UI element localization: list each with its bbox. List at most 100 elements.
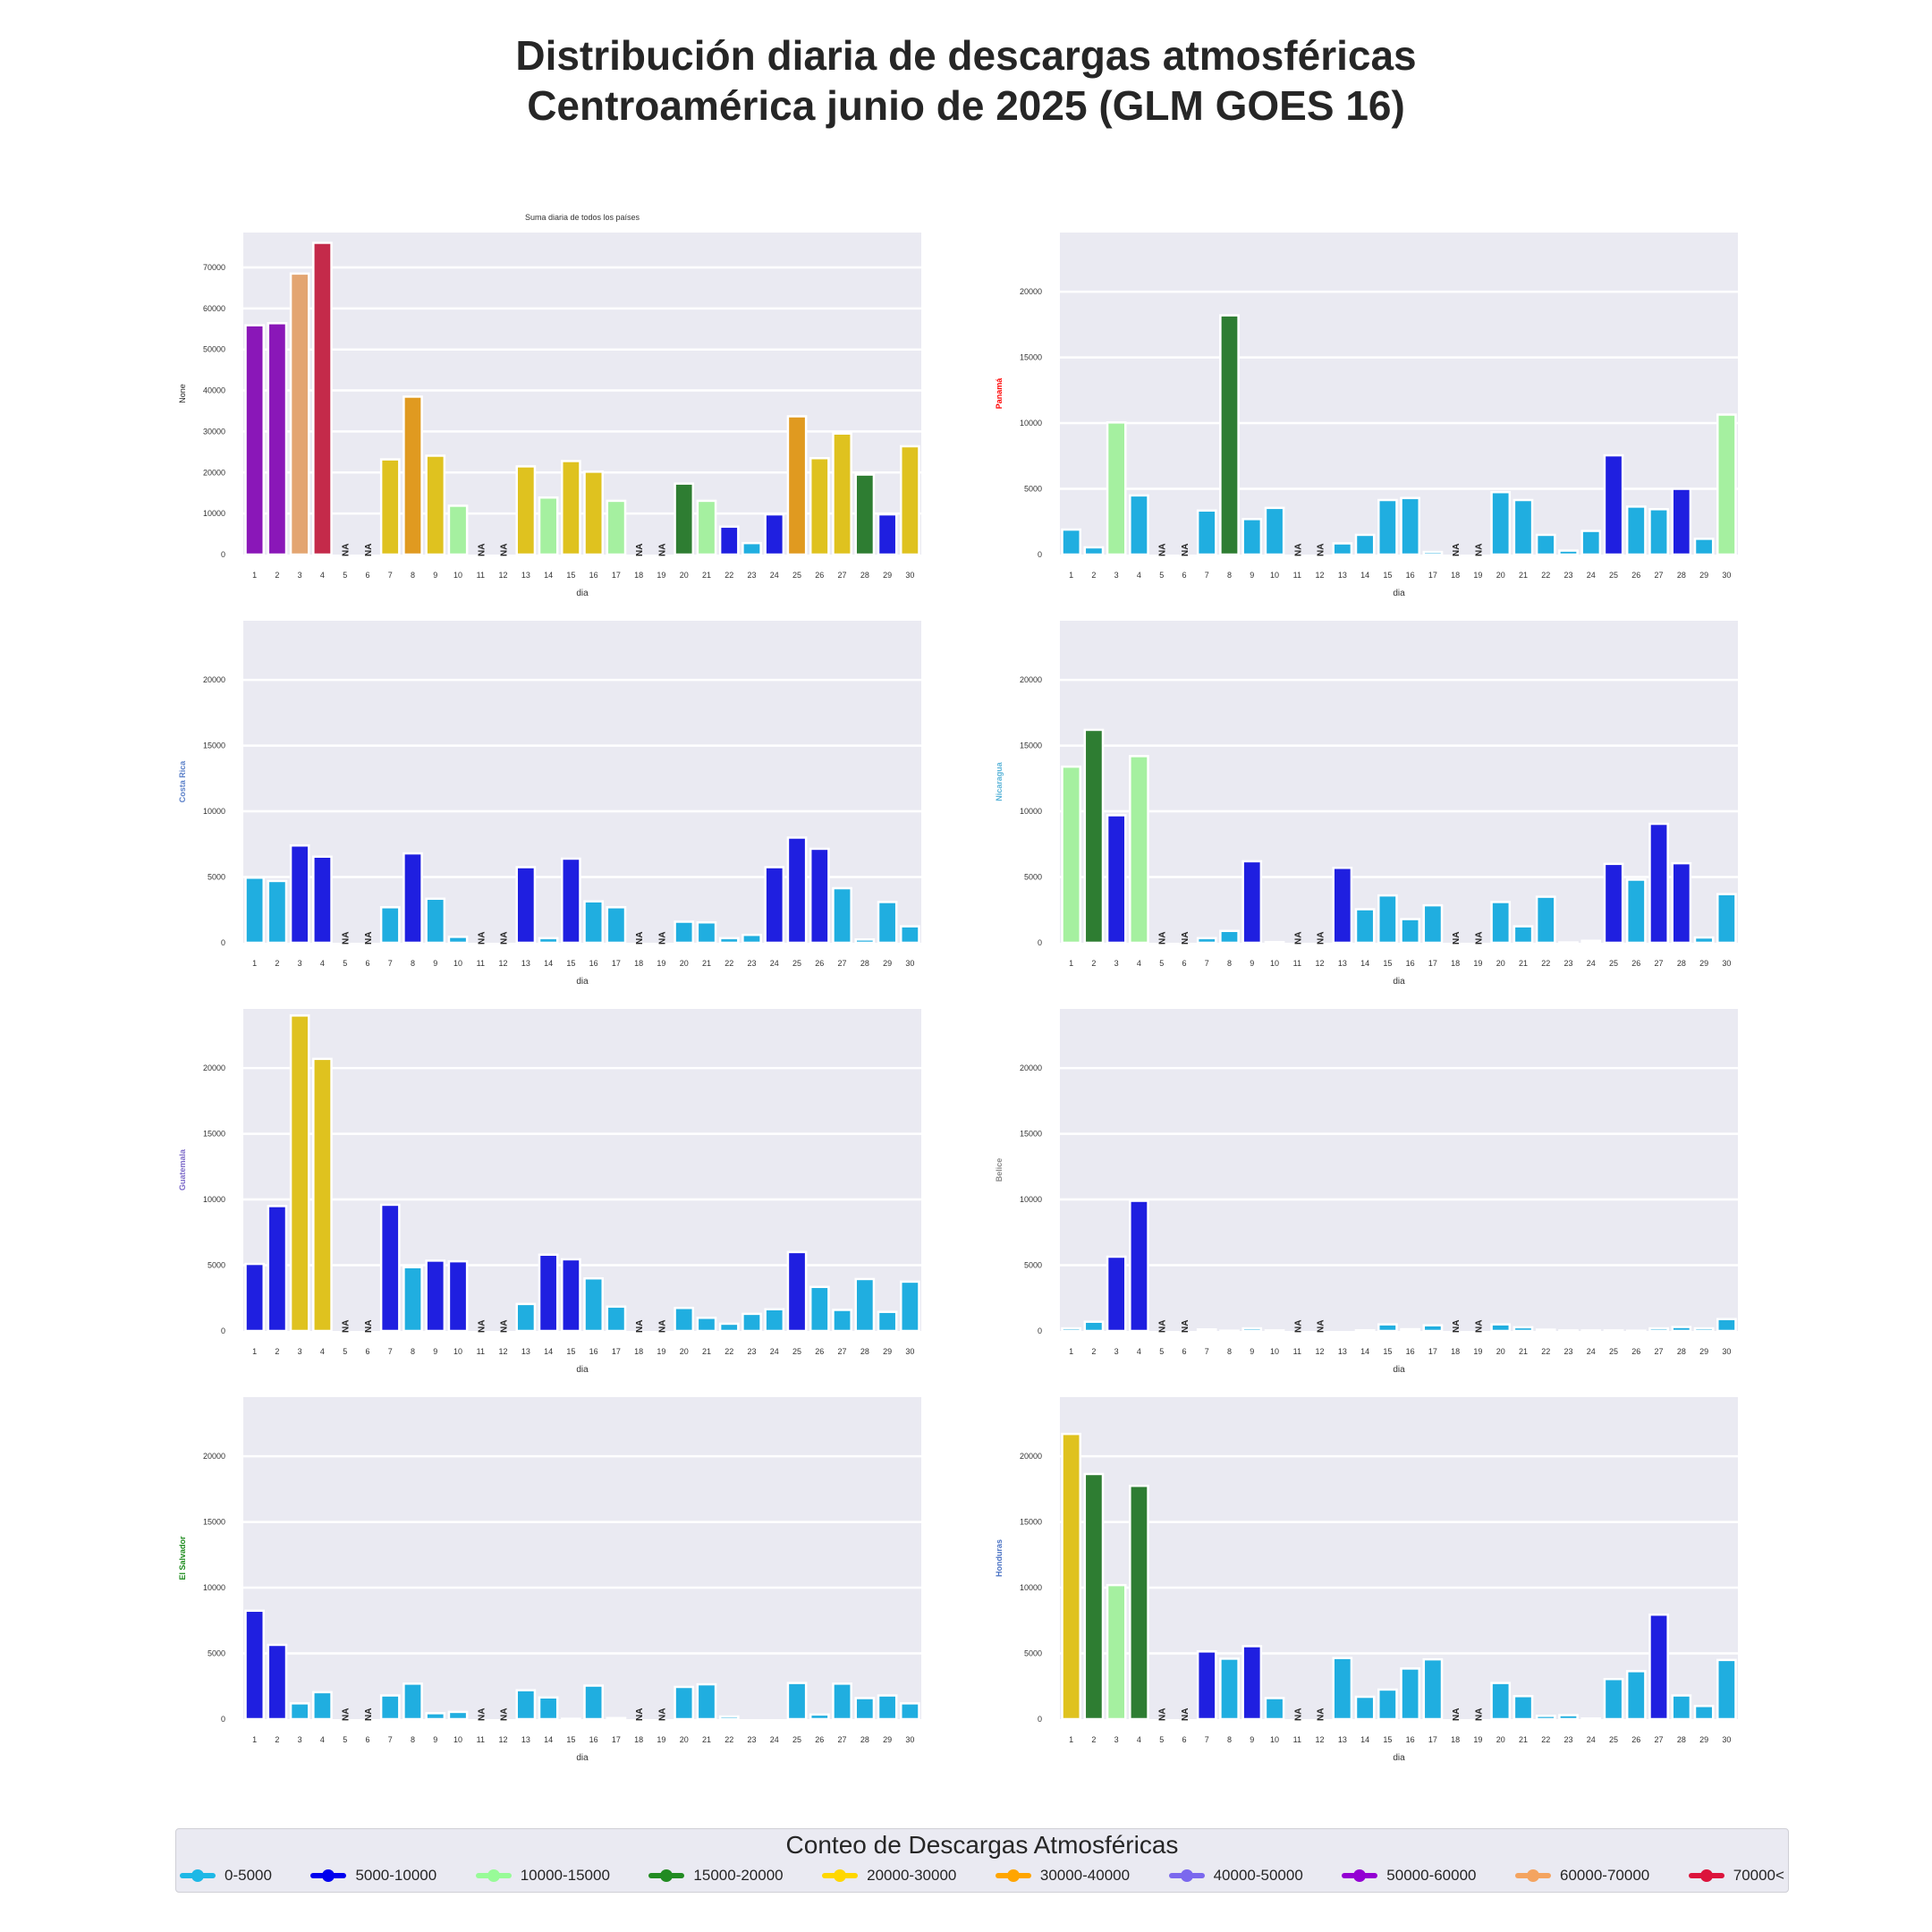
x-tick-label: 6 (365, 571, 369, 580)
bar (786, 415, 808, 556)
bar (402, 852, 423, 945)
x-tick-label: 4 (1137, 959, 1141, 968)
legend-label: 30000-40000 (1039, 1867, 1131, 1884)
x-tick-label: 5 (1159, 571, 1164, 580)
x-tick-label: 28 (860, 1347, 869, 1356)
x-tick-label: 19 (1473, 571, 1482, 580)
bar (538, 496, 559, 556)
bar (1061, 528, 1081, 556)
x-axis-label: dia (1393, 589, 1405, 598)
x-tick-label: 26 (1631, 959, 1640, 968)
bar (1693, 538, 1715, 556)
x-tick-label: 25 (1609, 1347, 1618, 1356)
na-label: NA (635, 544, 645, 556)
plot-area (243, 1397, 921, 1719)
x-tick-label: 15 (1383, 1347, 1392, 1356)
na-label: NA (342, 1320, 352, 1333)
x-tick-label: 11 (1293, 571, 1301, 580)
bar (764, 866, 785, 945)
na-label: NA (364, 544, 374, 556)
bar (1377, 498, 1398, 556)
na-label: NA (500, 932, 510, 945)
bar (1558, 1714, 1579, 1721)
x-tick-label: 12 (499, 571, 508, 580)
x-tick-label: 3 (298, 959, 302, 968)
bar (1513, 925, 1534, 945)
x-tick-label: 13 (521, 959, 530, 968)
legend-label: 40000-50000 (1213, 1867, 1303, 1884)
x-tick-label: 16 (589, 1735, 598, 1744)
y-tick-label: 60000 (203, 304, 225, 313)
bar (809, 456, 830, 556)
x-tick-label: 4 (1137, 1735, 1141, 1744)
x-tick-label: 13 (521, 1347, 530, 1356)
bar (1490, 1682, 1512, 1721)
legend-label: 60000-70000 (1560, 1867, 1650, 1884)
x-tick-label: 13 (1338, 1735, 1347, 1744)
x-tick-label: 23 (1563, 959, 1572, 968)
na-label: NA (1317, 1708, 1326, 1721)
x-tick-label: 30 (905, 959, 914, 968)
x-tick-label: 24 (1587, 571, 1596, 580)
y-tick-label: 20000 (203, 675, 225, 684)
x-tick-label: 18 (1451, 1735, 1460, 1744)
x-tick-label: 19 (657, 959, 665, 968)
bar (900, 1280, 920, 1333)
bar (1693, 1326, 1715, 1333)
x-tick-label: 4 (320, 959, 325, 968)
na-label: NA (1452, 932, 1462, 945)
bar (718, 936, 740, 945)
x-tick-label: 8 (1227, 571, 1232, 580)
x-tick-label: 7 (1205, 1347, 1209, 1356)
na-label: NA (1452, 1708, 1462, 1721)
x-tick-label: 20 (680, 1347, 689, 1356)
x-tick-label: 25 (1609, 959, 1618, 968)
bar (1377, 894, 1398, 945)
y-tick-label: 0 (1038, 550, 1042, 559)
y-tick-label: 15000 (203, 1130, 225, 1139)
bar (1693, 1705, 1715, 1721)
y-axis-label: Panamá (995, 377, 1004, 410)
x-tick-label: 18 (634, 959, 643, 968)
y-tick-label: 10000 (1020, 419, 1042, 428)
x-tick-label: 9 (433, 1347, 437, 1356)
x-tick-label: 10 (453, 1735, 462, 1744)
na-label: NA (500, 1320, 510, 1333)
x-tick-label: 30 (1722, 1347, 1731, 1356)
y-tick-label: 0 (1038, 1715, 1042, 1724)
legend-swatch-icon (995, 1868, 1031, 1883)
bar (877, 1310, 898, 1333)
bar (696, 1682, 717, 1721)
na-label: NA (1293, 544, 1303, 556)
bar (1241, 1326, 1263, 1333)
x-tick-label: 20 (1496, 571, 1505, 580)
y-tick-label: 10000 (203, 807, 225, 816)
y-tick-label: 0 (1038, 938, 1042, 947)
x-tick-label: 1 (252, 1347, 257, 1356)
x-tick-label: 16 (1406, 1735, 1415, 1744)
na-label: NA (500, 1708, 510, 1721)
x-tick-label: 1 (252, 571, 257, 580)
x-tick-label: 26 (1631, 1347, 1640, 1356)
bar (244, 324, 265, 556)
bar (1106, 421, 1127, 556)
x-tick-label: 26 (1631, 1735, 1640, 1744)
y-axis-label: El Salvador (178, 1536, 187, 1580)
x-tick-label: 8 (1227, 1347, 1232, 1356)
y-axis-label: Nicaragua (995, 761, 1004, 801)
x-tick-label: 27 (1655, 959, 1664, 968)
x-axis-label: dia (1393, 977, 1405, 987)
x-tick-label: 19 (1473, 1735, 1482, 1744)
x-tick-label: 4 (1137, 571, 1141, 580)
legend-label: 5000-10000 (355, 1867, 437, 1884)
bar (583, 470, 604, 556)
x-tick-label: 4 (1137, 1347, 1141, 1356)
x-tick-label: 18 (634, 1347, 643, 1356)
legend-label: 50000-60000 (1386, 1867, 1477, 1884)
bar (425, 1712, 446, 1721)
legend-item: 50000-60000 (1342, 1867, 1477, 1885)
x-tick-label: 12 (1316, 1347, 1325, 1356)
x-tick-label: 18 (1451, 959, 1460, 968)
x-tick-label: 11 (477, 1347, 485, 1356)
x-tick-label: 20 (1496, 1347, 1505, 1356)
